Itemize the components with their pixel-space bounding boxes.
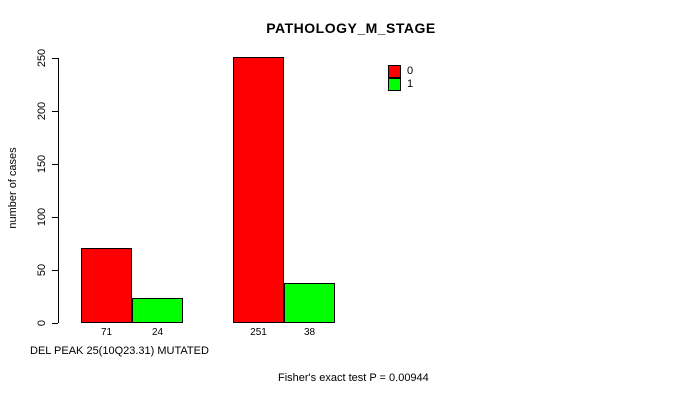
bar-value-label: 24 — [151, 327, 164, 338]
legend-swatch — [388, 65, 401, 78]
y-axis-line — [58, 58, 59, 323]
bar-value-label: 71 — [100, 327, 113, 338]
legend-label: 1 — [407, 78, 414, 90]
legend-entry: 1 — [388, 78, 413, 91]
y-tick-mark — [52, 269, 58, 271]
y-tick-mark — [52, 322, 58, 324]
fisher-test-note: Fisher's exact test P = 0.00944 — [278, 372, 429, 384]
legend-label: 0 — [407, 65, 414, 77]
bar-series-0 — [81, 248, 132, 323]
y-tick-mark — [52, 216, 58, 218]
y-axis-label: number of cases — [7, 147, 19, 229]
bar-value-label: 251 — [250, 327, 267, 338]
legend-entry: 0 — [388, 65, 413, 78]
y-tick-label: 100 — [36, 207, 48, 227]
y-tick-label: 200 — [36, 101, 48, 121]
bar-series-1 — [284, 283, 335, 323]
x-axis-caption: DEL PEAK 25(10Q23.31) MUTATED — [30, 345, 209, 357]
y-tick-label: 250 — [36, 48, 48, 68]
bar-series-0 — [233, 57, 284, 323]
y-tick-label: 150 — [36, 154, 48, 174]
y-tick-mark — [52, 57, 58, 59]
y-tick-label: 0 — [36, 319, 48, 327]
y-tick-label: 50 — [36, 263, 48, 277]
y-tick-mark — [52, 110, 58, 112]
chart-title: PATHOLOGY_M_STAGE — [266, 20, 436, 36]
bar-series-1 — [132, 298, 183, 323]
legend-swatch — [388, 78, 401, 91]
bar-value-label: 38 — [303, 327, 316, 338]
y-tick-mark — [52, 163, 58, 165]
